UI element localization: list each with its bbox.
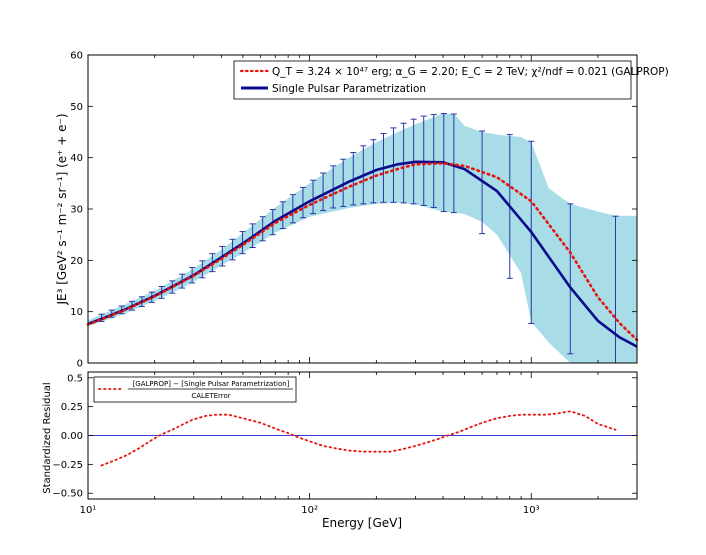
main-y-tick-label: 50 xyxy=(70,102,83,113)
error-bar xyxy=(320,172,327,212)
error-bar xyxy=(299,186,306,219)
legend-residual-numerator: [GALPROP] − [Single Pulsar Parametrizati… xyxy=(133,380,290,388)
error-bar xyxy=(612,215,619,363)
x-tick-label: 10³ xyxy=(523,505,540,516)
x-tick-label: 10¹ xyxy=(80,505,97,516)
residual-y-tick-label: −0.50 xyxy=(52,489,83,500)
main-panel: 0 10 20 30 40 50 60 JE³ [GeV² s⁻¹ m⁻² sr⁻¹] (e… xyxy=(55,51,669,370)
main-y-ticks: 0 10 20 30 40 50 60 xyxy=(70,51,637,370)
residual-y-tick-label: 0.5 xyxy=(67,373,83,384)
residual-line xyxy=(100,410,617,467)
residual-y-axis-label: Standardized Residual xyxy=(42,382,53,493)
error-bar xyxy=(289,194,296,224)
single-pulsar-line xyxy=(86,161,639,342)
legend-galprop-label: Q_T = 3.24 × 10⁴⁷ erg; α_G = 2.20; E_C =… xyxy=(272,66,669,78)
error-bar xyxy=(330,165,337,209)
main-y-tick-label: 30 xyxy=(70,205,83,216)
main-y-tick-label: 60 xyxy=(70,51,83,62)
error-band xyxy=(88,113,637,363)
main-y-tick-label: 20 xyxy=(70,256,83,267)
main-y-axis-label: JE³ [GeV² s⁻¹ m⁻² sr⁻¹] (e⁺ + e⁻) xyxy=(55,113,69,305)
residual-panel: −0.50 −0.25 0.00 0.25 0.5 10¹ 10² 10³ Standard… xyxy=(42,371,638,530)
residual-y-tick-label: −0.25 xyxy=(52,460,83,471)
main-x-ticks xyxy=(87,55,638,363)
error-bar xyxy=(567,203,574,355)
main-y-tick-label: 10 xyxy=(70,307,83,318)
x-axis-label: Energy [GeV] xyxy=(322,516,402,530)
residual-legend-box xyxy=(93,376,297,403)
main-y-tick-label: 0 xyxy=(77,359,83,370)
error-bar xyxy=(310,179,317,215)
residual-y-tick-label: 0.00 xyxy=(61,431,83,442)
legend-residual-denominator: CALETError xyxy=(191,392,230,400)
residual-y-tick-label: 0.25 xyxy=(61,402,83,413)
residual-y-ticks: −0.50 −0.25 0.00 0.25 0.5 xyxy=(52,373,637,500)
legend-single-pulsar-label: Single Pulsar Parametrization xyxy=(272,83,426,95)
main-y-tick-label: 40 xyxy=(70,153,83,164)
error-bar xyxy=(340,158,347,207)
residual-x-ticks: 10¹ 10² 10³ xyxy=(80,372,638,516)
x-tick-label: 10² xyxy=(301,505,318,516)
main-legend: Q_T = 3.24 × 10⁴⁷ erg; α_G = 2.20; E_C =… xyxy=(233,60,669,100)
residual-legend: [GALPROP] − [Single Pulsar Parametrizati… xyxy=(93,376,297,403)
error-bar xyxy=(450,113,457,214)
main-legend-box xyxy=(233,60,632,100)
